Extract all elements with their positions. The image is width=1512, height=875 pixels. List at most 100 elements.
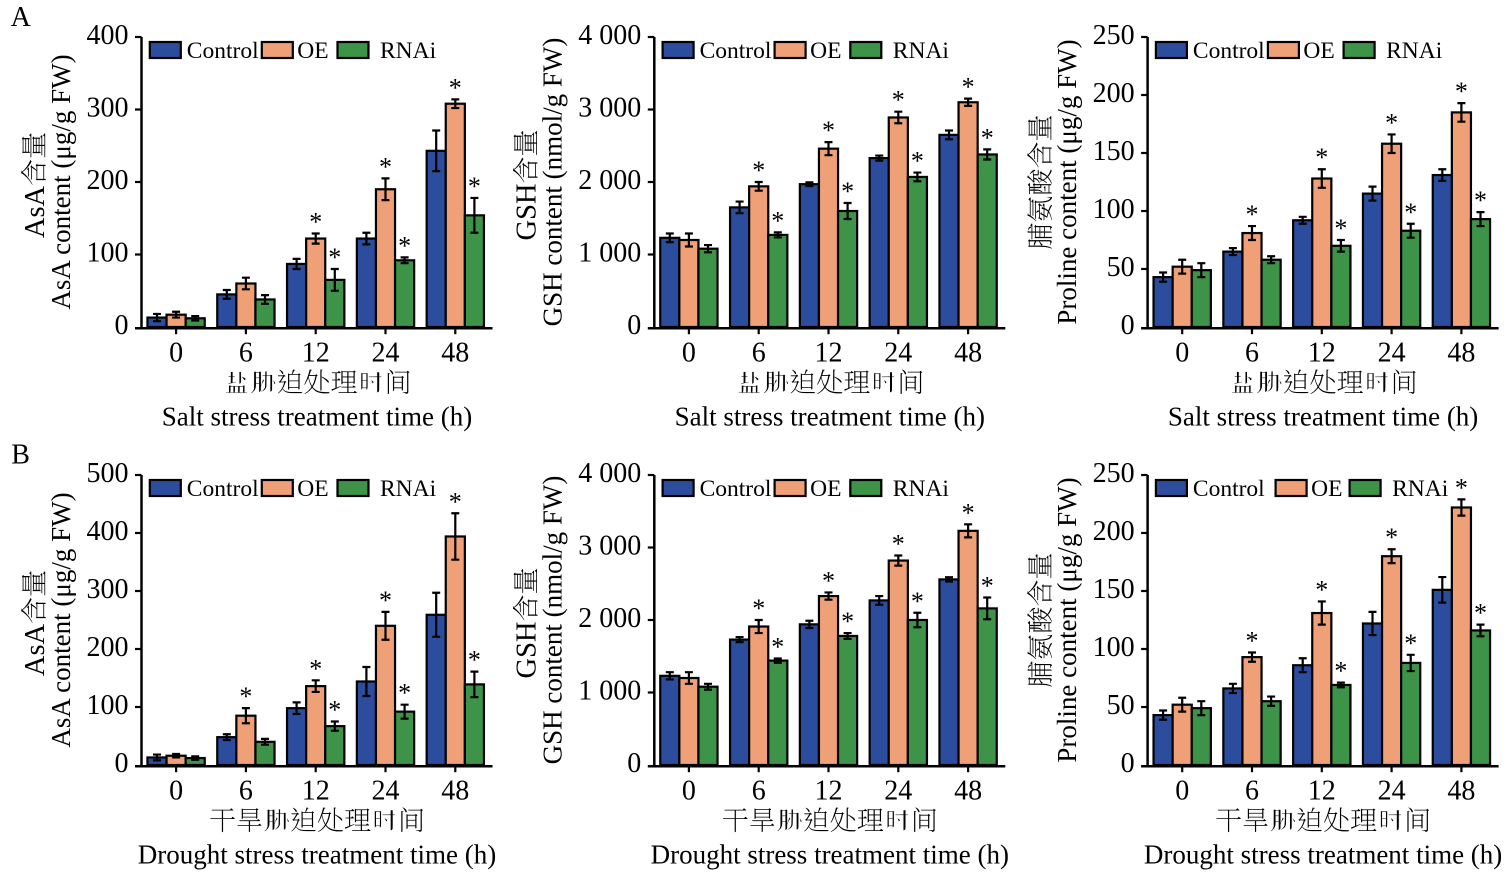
svg-text:OE: OE: [810, 476, 841, 502]
svg-text:OE: OE: [810, 38, 841, 64]
svg-text:400: 400: [87, 516, 129, 547]
svg-text:*: *: [1455, 77, 1468, 106]
svg-text:Salt stress treatment time (h): Salt stress treatment time (h): [162, 402, 472, 432]
svg-text:*: *: [981, 572, 994, 601]
svg-text:48: 48: [954, 337, 982, 368]
svg-text:2 000: 2 000: [578, 165, 641, 196]
svg-text:250: 250: [1093, 20, 1135, 51]
svg-text:150: 150: [1093, 136, 1135, 167]
svg-text:24: 24: [884, 337, 912, 368]
svg-text:*: *: [752, 156, 765, 185]
svg-text:AsA content (μg/g FW): AsA content (μg/g FW): [46, 54, 76, 309]
svg-text:48: 48: [1447, 775, 1475, 806]
svg-text:*: *: [1334, 657, 1347, 686]
svg-text:*: *: [822, 566, 835, 595]
svg-text:Salt stress treatment time (h): Salt stress treatment time (h): [1168, 402, 1478, 432]
svg-text:B: B: [11, 440, 30, 471]
svg-text:AsA content (μg/g FW): AsA content (μg/g FW): [46, 492, 76, 747]
svg-text:*: *: [239, 682, 252, 711]
svg-text:0: 0: [1121, 748, 1135, 779]
svg-text:Control: Control: [700, 476, 772, 502]
svg-text:*: *: [1246, 200, 1259, 229]
svg-text:*: *: [468, 172, 481, 201]
svg-text:*: *: [771, 632, 784, 661]
svg-text:*: *: [1246, 626, 1259, 655]
svg-text:12: 12: [815, 775, 843, 806]
svg-text:Control: Control: [187, 476, 259, 502]
svg-text:12: 12: [1308, 775, 1336, 806]
svg-text:250: 250: [1093, 458, 1135, 489]
svg-text:*: *: [1385, 108, 1398, 137]
svg-text:0: 0: [1175, 337, 1189, 368]
svg-text:100: 100: [1093, 632, 1135, 663]
svg-text:OE: OE: [1311, 476, 1342, 502]
svg-text:RNAi: RNAi: [893, 38, 950, 64]
svg-text:GSH: GSH: [512, 621, 543, 678]
svg-text:0: 0: [627, 748, 641, 779]
svg-text:Control: Control: [187, 38, 259, 64]
svg-text:100: 100: [87, 238, 129, 269]
svg-text:*: *: [449, 73, 462, 102]
svg-text:4 000: 4 000: [578, 458, 641, 489]
svg-text:200: 200: [87, 632, 129, 663]
svg-text:AsA: AsA: [20, 185, 51, 238]
svg-text:1 000: 1 000: [578, 676, 641, 707]
svg-text:*: *: [841, 177, 854, 206]
svg-text:*: *: [1315, 143, 1328, 172]
svg-text:RNAi: RNAi: [893, 476, 950, 502]
svg-text:*: *: [911, 587, 924, 616]
svg-text:Salt stress treatment time (h): Salt stress treatment time (h): [675, 402, 985, 432]
svg-text:0: 0: [682, 775, 696, 806]
svg-text:*: *: [1404, 629, 1417, 658]
svg-text:*: *: [1404, 198, 1417, 227]
svg-text:48: 48: [1447, 337, 1475, 368]
svg-text:*: *: [892, 86, 905, 115]
svg-text:0: 0: [1121, 310, 1135, 341]
svg-text:300: 300: [87, 93, 129, 124]
svg-text:50: 50: [1107, 690, 1135, 721]
svg-text:24: 24: [1378, 337, 1406, 368]
svg-text:AsA: AsA: [20, 623, 51, 676]
svg-text:0: 0: [115, 310, 129, 341]
svg-text:24: 24: [1378, 775, 1406, 806]
svg-text:24: 24: [884, 775, 912, 806]
svg-text:3 000: 3 000: [578, 93, 641, 124]
svg-text:Control: Control: [700, 38, 772, 64]
svg-text:*: *: [1385, 523, 1398, 552]
svg-text:48: 48: [441, 775, 469, 806]
svg-text:0: 0: [169, 775, 183, 806]
svg-text:500: 500: [87, 458, 129, 489]
svg-text:12: 12: [815, 337, 843, 368]
svg-text:*: *: [1474, 599, 1487, 628]
svg-text:OE: OE: [297, 476, 328, 502]
svg-text:RNAi: RNAi: [1392, 476, 1449, 502]
svg-text:Drought stress treatment time: Drought stress treatment time (h): [651, 840, 1009, 870]
svg-text:GSH: GSH: [512, 183, 543, 240]
svg-text:0: 0: [1175, 775, 1189, 806]
svg-text:*: *: [449, 487, 462, 516]
svg-text:Control: Control: [1193, 476, 1265, 502]
svg-text:*: *: [822, 116, 835, 145]
svg-text:*: *: [841, 607, 854, 636]
svg-text:100: 100: [1093, 194, 1135, 225]
svg-text:150: 150: [1093, 574, 1135, 605]
svg-text:*: *: [752, 594, 765, 623]
svg-text:*: *: [1315, 575, 1328, 604]
svg-text:24: 24: [372, 337, 400, 368]
svg-text:*: *: [379, 152, 392, 181]
svg-text:*: *: [962, 498, 975, 527]
svg-text:200: 200: [1093, 78, 1135, 109]
svg-text:6: 6: [752, 337, 766, 368]
svg-text:50: 50: [1107, 252, 1135, 283]
svg-text:6: 6: [752, 775, 766, 806]
svg-text:6: 6: [1245, 337, 1259, 368]
svg-text:OE: OE: [1303, 38, 1334, 64]
svg-text:48: 48: [954, 775, 982, 806]
svg-text:*: *: [1474, 186, 1487, 215]
svg-text:0: 0: [627, 310, 641, 341]
svg-text:*: *: [309, 207, 322, 236]
svg-text:12: 12: [1308, 337, 1336, 368]
svg-text:RNAi: RNAi: [380, 38, 437, 64]
svg-text:24: 24: [372, 775, 400, 806]
svg-text:Proline content (μg/g FW): Proline content (μg/g FW): [1052, 477, 1082, 762]
